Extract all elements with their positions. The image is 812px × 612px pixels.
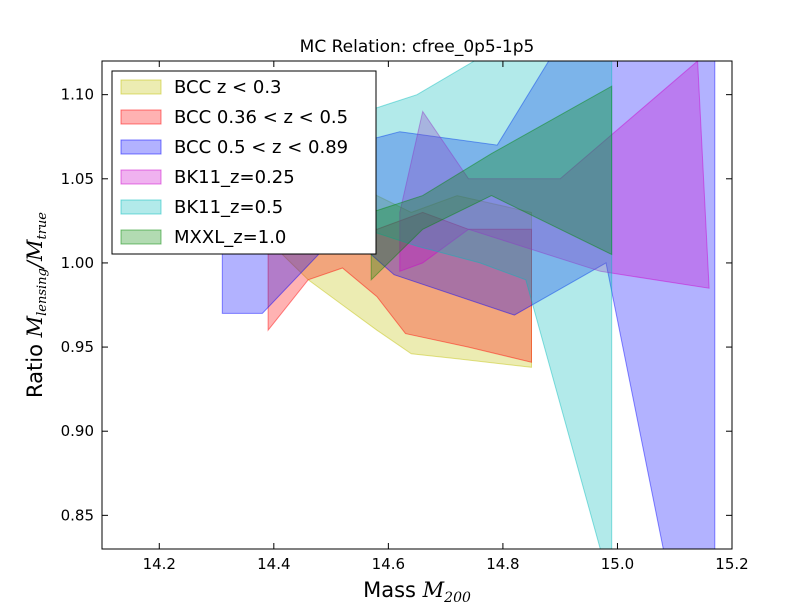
plot-frame — [101, 60, 733, 550]
y-tick-label: 0.85 — [61, 506, 94, 524]
legend-swatch — [120, 109, 162, 125]
legend-label: BCC z < 0.3 — [174, 77, 282, 98]
legend-swatch — [120, 169, 162, 185]
axis-ticks: 14.2 14.4 14.6 14.8 15.0 15.2 0.85 0.90 0.95 1.00… — [61, 61, 749, 573]
legend-label: BCC 0.5 < z < 0.89 — [174, 137, 348, 158]
x-axis-label: Mass M200 — [363, 578, 471, 606]
series-band-6 — [370, 85, 613, 281]
legend-swatch — [120, 229, 162, 245]
legend-frame — [111, 70, 377, 255]
legend-swatch — [120, 79, 162, 95]
y-tick-label: 0.90 — [61, 422, 94, 440]
y-tick-label: 1.00 — [61, 254, 94, 272]
legend-label: BK11_z=0.5 — [174, 197, 283, 218]
legend-label: BK11_z=0.25 — [174, 167, 295, 188]
x-tick-label: 14.6 — [372, 555, 405, 573]
data-bands — [221, 61, 716, 549]
legend-label: MXXL_z=1.0 — [174, 227, 286, 248]
legend-label: BCC 0.36 < z < 0.5 — [174, 107, 348, 128]
chart-title: MC Relation: cfree_0p5-1p5 — [300, 37, 535, 57]
x-tick-label: 14.2 — [143, 555, 176, 573]
x-tick-label: 15.2 — [715, 555, 748, 573]
x-tick-label: 14.4 — [257, 555, 290, 573]
y-tick-label: 0.95 — [61, 338, 94, 356]
legend: BCC z < 0.3 BCC 0.36 < z < 0.5 BCC 0.5 < z… — [111, 70, 377, 255]
legend-swatch — [120, 199, 162, 215]
y-tick-label: 1.05 — [61, 170, 94, 188]
x-tick-label: 15.0 — [601, 555, 634, 573]
y-tick-label: 1.10 — [61, 86, 94, 104]
legend-swatch — [120, 139, 162, 155]
series-band-4 — [399, 61, 710, 289]
x-tick-label: 14.8 — [486, 555, 519, 573]
y-axis-label: Ratio Mlensing/Mtrue — [23, 212, 50, 398]
